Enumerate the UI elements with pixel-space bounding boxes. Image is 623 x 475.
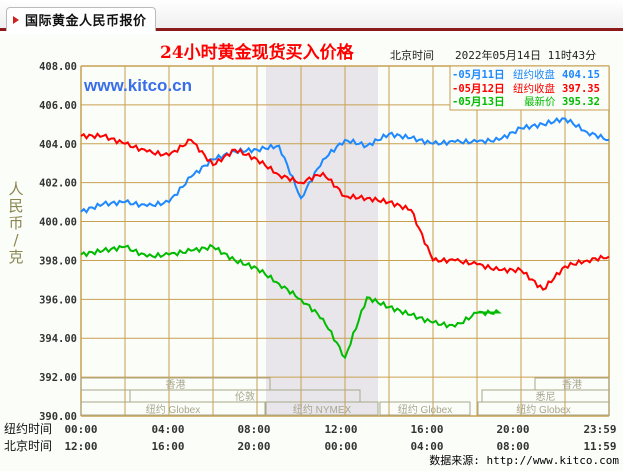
y-tick-label: 396.00 bbox=[39, 294, 77, 306]
svg-text:-05月11日: -05月11日 bbox=[452, 69, 505, 81]
session-label: 纽约 Globex bbox=[516, 403, 570, 416]
session-label: 悉尼 bbox=[536, 391, 556, 403]
y-tick-label: 402.00 bbox=[39, 178, 77, 190]
svg-text:-05月12日: -05月12日 bbox=[452, 83, 505, 95]
session-label: 纽约 Globex bbox=[146, 403, 200, 416]
watermark: www.kitco.cn bbox=[83, 76, 192, 95]
chart-timestamp: 2022年05月14日 11时43分 bbox=[455, 48, 596, 62]
y-tick-label: 392.00 bbox=[39, 372, 77, 384]
tab-gold-rmb-quote[interactable]: 国际黄金人民币报价 bbox=[6, 7, 156, 31]
x-axis-row-label: 北京时间 bbox=[4, 439, 52, 453]
y-tick-label: 390.00 bbox=[39, 411, 77, 423]
y-axis-ticks: 408.00 406.00 404.00 402.00 400.00 398.00 396.… bbox=[39, 61, 77, 423]
x-tick-label: 23:59 bbox=[583, 423, 616, 436]
price-line bbox=[80, 243, 502, 360]
triangle-right-icon bbox=[13, 15, 19, 24]
x-tick-label: 20:00 bbox=[237, 440, 270, 453]
price-line bbox=[80, 132, 610, 291]
session-box bbox=[477, 401, 610, 416]
x-tick-label: 08:00 bbox=[237, 423, 270, 436]
x-tick-label: 00:00 bbox=[64, 423, 97, 436]
x-tick-label: 12:00 bbox=[324, 423, 357, 436]
y-label-char: 克 bbox=[8, 248, 23, 266]
y-label-char: 人 bbox=[8, 180, 23, 198]
x-tick-label: 16:00 bbox=[410, 423, 443, 436]
svg-text:395.32: 395.32 bbox=[562, 96, 600, 108]
y-tick-label: 406.00 bbox=[39, 100, 77, 112]
grid bbox=[80, 65, 610, 417]
y-label-char: / bbox=[13, 231, 19, 249]
chart-canvas: 24小时黄金现货买入价格 北京时间 2022年05月14日 11时43分 408… bbox=[4, 42, 617, 453]
price-lines bbox=[80, 117, 610, 360]
chart-title: 24小时黄金现货买入价格 bbox=[160, 42, 355, 63]
y-tick-label: 394.00 bbox=[39, 333, 77, 345]
x-tick-label: 04:00 bbox=[410, 440, 443, 453]
y-tick-label: 398.00 bbox=[39, 255, 77, 267]
legend-item-0511: -05月11日 纽约收盘 404.15 bbox=[452, 68, 600, 81]
x-axis: 纽约时间 00:00 04:00 08:00 12:00 16:00 20:00 23:59 北… bbox=[4, 421, 617, 453]
y-tick-label: 404.00 bbox=[39, 139, 77, 151]
session-box bbox=[265, 401, 379, 416]
x-tick-label: 08:00 bbox=[496, 440, 529, 453]
svg-text:纽约收盘: 纽约收盘 bbox=[513, 68, 555, 81]
y-axis-label: 人民币/克 bbox=[8, 180, 23, 266]
tab-bar: 国际黄金人民币报价 bbox=[0, 0, 623, 31]
price-line bbox=[80, 117, 610, 214]
x-tick-label: 12:00 bbox=[64, 440, 97, 453]
x-tick-label: 04:00 bbox=[151, 423, 184, 436]
session-label: 香港 bbox=[562, 379, 582, 391]
session-label: 香港 bbox=[166, 379, 186, 391]
svg-text:404.15: 404.15 bbox=[562, 69, 600, 81]
svg-text:最新价: 最新价 bbox=[524, 95, 556, 108]
data-source: 数据来源: http://www.kitco.com bbox=[429, 454, 619, 467]
session-label: 纽约 NYMEX bbox=[293, 403, 352, 416]
svg-text:-05月13日: -05月13日 bbox=[452, 96, 505, 108]
y-tick-label: 400.00 bbox=[39, 217, 77, 229]
x-tick-label: 16:00 bbox=[151, 440, 184, 453]
tab-label: 国际黄金人民币报价 bbox=[25, 14, 147, 29]
session-label: 纽约 Globex bbox=[398, 403, 452, 416]
nymex-session-shade bbox=[266, 66, 378, 416]
session-box bbox=[80, 401, 266, 416]
legend: -05月11日 纽约收盘 404.15 -05月12日 纽约收盘 397.35 … bbox=[449, 65, 610, 111]
svg-text:纽约收盘: 纽约收盘 bbox=[513, 82, 555, 95]
time-zone-label: 北京时间 bbox=[390, 48, 434, 62]
gold-price-chart: 24小时黄金现货买入价格 北京时间 2022年05月14日 11时43分 408… bbox=[0, 34, 623, 471]
x-axis-row-label: 纽约时间 bbox=[4, 421, 52, 436]
legend-item-0512: -05月12日 纽约收盘 397.35 bbox=[452, 82, 600, 95]
session-label: 伦敦 bbox=[235, 390, 255, 403]
y-label-char: 币 bbox=[8, 214, 23, 232]
legend-item-0513: -05月13日 最新价 395.32 bbox=[452, 95, 600, 108]
x-tick-label: 20:00 bbox=[496, 423, 529, 436]
x-tick-label: 11:59 bbox=[583, 440, 616, 453]
x-tick-label: 00:00 bbox=[324, 440, 357, 453]
session-box bbox=[379, 401, 471, 416]
y-tick-label: 408.00 bbox=[39, 61, 77, 73]
y-label-char: 民 bbox=[8, 197, 23, 215]
tab-underline bbox=[0, 28, 623, 31]
svg-text:397.35: 397.35 bbox=[562, 83, 600, 95]
